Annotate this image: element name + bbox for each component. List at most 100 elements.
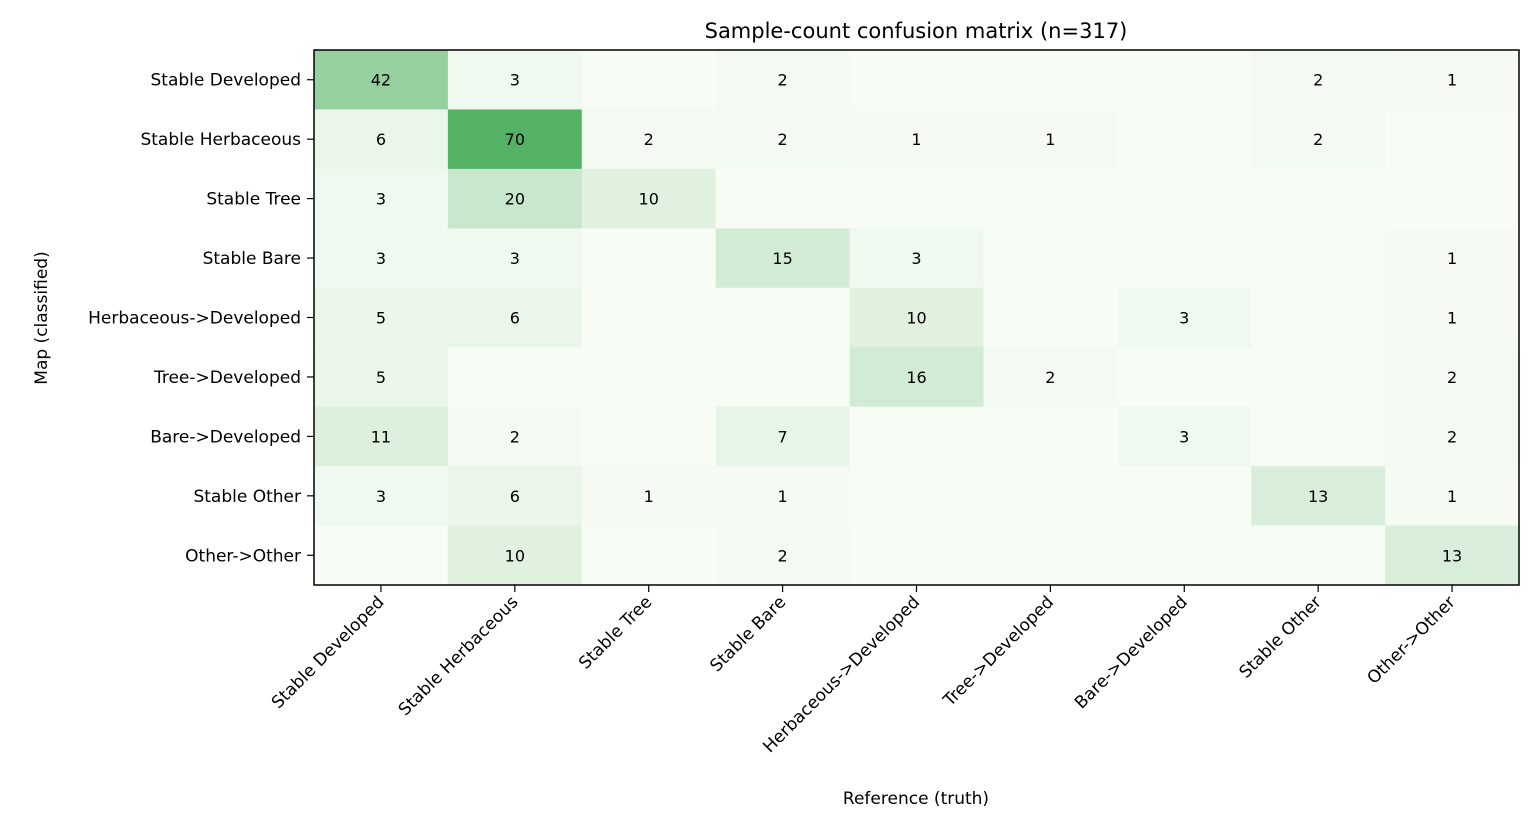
heatmap-cell-r6-c6 [1117, 406, 1252, 467]
heatmap-cell-r0-c4 [849, 50, 984, 110]
heatmap-cell-r1-c2 [581, 109, 717, 170]
heatmap-cell-r0-c5 [983, 50, 1118, 110]
heatmap-cell-r6-c1 [447, 406, 583, 467]
heatmap-cell-r7-c5 [983, 466, 1118, 527]
heatmap-cell-r6-c8 [1385, 406, 1520, 467]
cell-value-label: 1 [1447, 487, 1457, 506]
heatmap-cell-r5-c4 [849, 347, 984, 408]
y-tick-label-other-to-other: Other->Other [185, 546, 301, 566]
heatmap-cell-r5-c5 [983, 347, 1118, 408]
cell-value-label: 15 [772, 249, 792, 268]
cell-value-label: 11 [371, 427, 391, 446]
heatmap-cell-r0-c7 [1251, 50, 1386, 110]
cell-value-label: 5 [376, 309, 386, 328]
heatmap-cell-r4-c2 [581, 287, 717, 348]
heatmap-cell-r5-c7 [1251, 347, 1386, 408]
heatmap-cell-r5-c1 [447, 347, 583, 408]
cell-value-label: 1 [1447, 71, 1457, 90]
heatmap-cell-r5-c8 [1385, 347, 1520, 408]
y-tick-label-stable-bare: Stable Bare [203, 249, 301, 269]
heatmap-cell-r8-c4 [849, 525, 984, 586]
y-axis-ticks: Stable Developed Stable Herbaceous Stable … [88, 71, 314, 566]
heatmap-cell-r1-c1 [447, 109, 583, 170]
heatmap-cell-r6-c5 [983, 406, 1118, 467]
heatmap-cell-r6-c7 [1251, 406, 1386, 467]
y-tick-label-stable-other: Stable Other [193, 487, 301, 507]
heatmap-cell-r0-c2 [581, 50, 717, 110]
heatmap-cell-r6-c3 [715, 406, 851, 467]
heatmap-cell-r2-c4 [849, 168, 984, 229]
heatmap-cell-r3-c4 [849, 228, 984, 289]
heatmap-cell-r4-c6 [1117, 287, 1252, 348]
x-tick-label-stable-herbaceous: Stable Herbaceous [395, 592, 523, 720]
chart-title: Sample-count confusion matrix (n=317) [705, 19, 1128, 43]
cell-value-label: 2 [1447, 427, 1457, 446]
heatmap-cell-r2-c8 [1385, 168, 1520, 229]
x-axis-label: Reference (truth) [843, 789, 989, 809]
heatmap-cell-r5-c3 [715, 347, 851, 408]
x-tick-label-stable-developed: Stable Developed [268, 592, 389, 713]
heatmap-cell-r3-c2 [581, 228, 717, 289]
heatmap-cell-r3-c5 [983, 228, 1118, 289]
heatmap-cell-r0-c6 [1117, 50, 1252, 110]
heatmap-cell-r5-c6 [1117, 347, 1252, 408]
cell-value-label: 2 [778, 71, 788, 90]
cell-value-label: 10 [906, 309, 926, 328]
heatmap-cell-r8-c6 [1117, 525, 1252, 586]
heatmap-cell-r3-c8 [1385, 228, 1520, 289]
cell-value-label: 1 [1447, 309, 1457, 328]
heatmap-cell-r8-c7 [1251, 525, 1386, 586]
heatmap-cell-r8-c1 [447, 525, 583, 586]
heatmap-cell-r0-c8 [1385, 50, 1520, 110]
x-tick-label-bare-to-developed: Bare->Developed [1071, 592, 1192, 713]
x-tick-label-other-to-other: Other->Other [1364, 592, 1460, 688]
heatmap-cell-r8-c0 [314, 525, 449, 586]
cell-value-label: 2 [1045, 368, 1055, 387]
heatmap-cell-r6-c2 [581, 406, 717, 467]
heatmap-cell-r5-c0 [314, 347, 449, 408]
cell-value-label: 6 [376, 130, 386, 149]
x-tick-label-stable-other: Stable Other [1236, 592, 1326, 682]
cell-value-label: 10 [639, 190, 659, 209]
heatmap-cell-r1-c0 [314, 109, 449, 170]
cell-value-label: 6 [510, 487, 520, 506]
cell-value-label: 2 [644, 130, 654, 149]
cell-value-label: 2 [510, 427, 520, 446]
cell-value-label: 13 [1308, 487, 1328, 506]
cell-value-label: 6 [510, 309, 520, 328]
heatmap-cell-r7-c7 [1251, 466, 1386, 527]
heatmap-cell-r6-c4 [849, 406, 984, 467]
x-tick-label-herbaceous-to-developed: Herbaceous->Developed [759, 592, 924, 757]
cell-value-label: 3 [376, 190, 386, 209]
cell-value-label: 10 [505, 546, 525, 565]
cell-value-label: 3 [510, 71, 520, 90]
cell-value-label: 1 [644, 487, 654, 506]
cell-value-label: 2 [1313, 130, 1323, 149]
heatmap-cell-r4-c8 [1385, 287, 1520, 348]
cell-value-label: 1 [1447, 249, 1457, 268]
heatmap-cell-r0-c1 [447, 50, 583, 110]
heatmap-cell-r2-c2 [581, 168, 717, 229]
x-tick-label-tree-to-developed: Tree->Developed [939, 592, 1058, 711]
y-tick-label-stable-herbaceous: Stable Herbaceous [140, 130, 301, 150]
heatmap-cell-r7-c0 [314, 466, 449, 527]
cell-value-label: 16 [906, 368, 926, 387]
heatmap-cell-r0-c0 [314, 50, 449, 110]
heatmap-cell-r1-c6 [1117, 109, 1252, 170]
cell-value-label: 13 [1442, 546, 1462, 565]
heatmap-cell-r8-c3 [715, 525, 851, 586]
heatmap-cell-r3-c1 [447, 228, 583, 289]
heatmap-cell-r7-c3 [715, 466, 851, 527]
heatmap-cell-r4-c1 [447, 287, 583, 348]
heatmap-cell-r4-c4 [849, 287, 984, 348]
y-tick-label-stable-developed: Stable Developed [151, 71, 302, 91]
heatmap-cell-r7-c6 [1117, 466, 1252, 527]
y-tick-label-stable-tree: Stable Tree [206, 190, 301, 210]
heatmap-cell-r5-c2 [581, 347, 717, 408]
cell-value-label: 3 [911, 249, 921, 268]
heatmap-cell-r4-c3 [715, 287, 851, 348]
cell-value-label: 5 [376, 368, 386, 387]
x-tick-label-stable-bare: Stable Bare [706, 592, 790, 676]
heatmap-cell-r0-c3 [715, 50, 851, 110]
